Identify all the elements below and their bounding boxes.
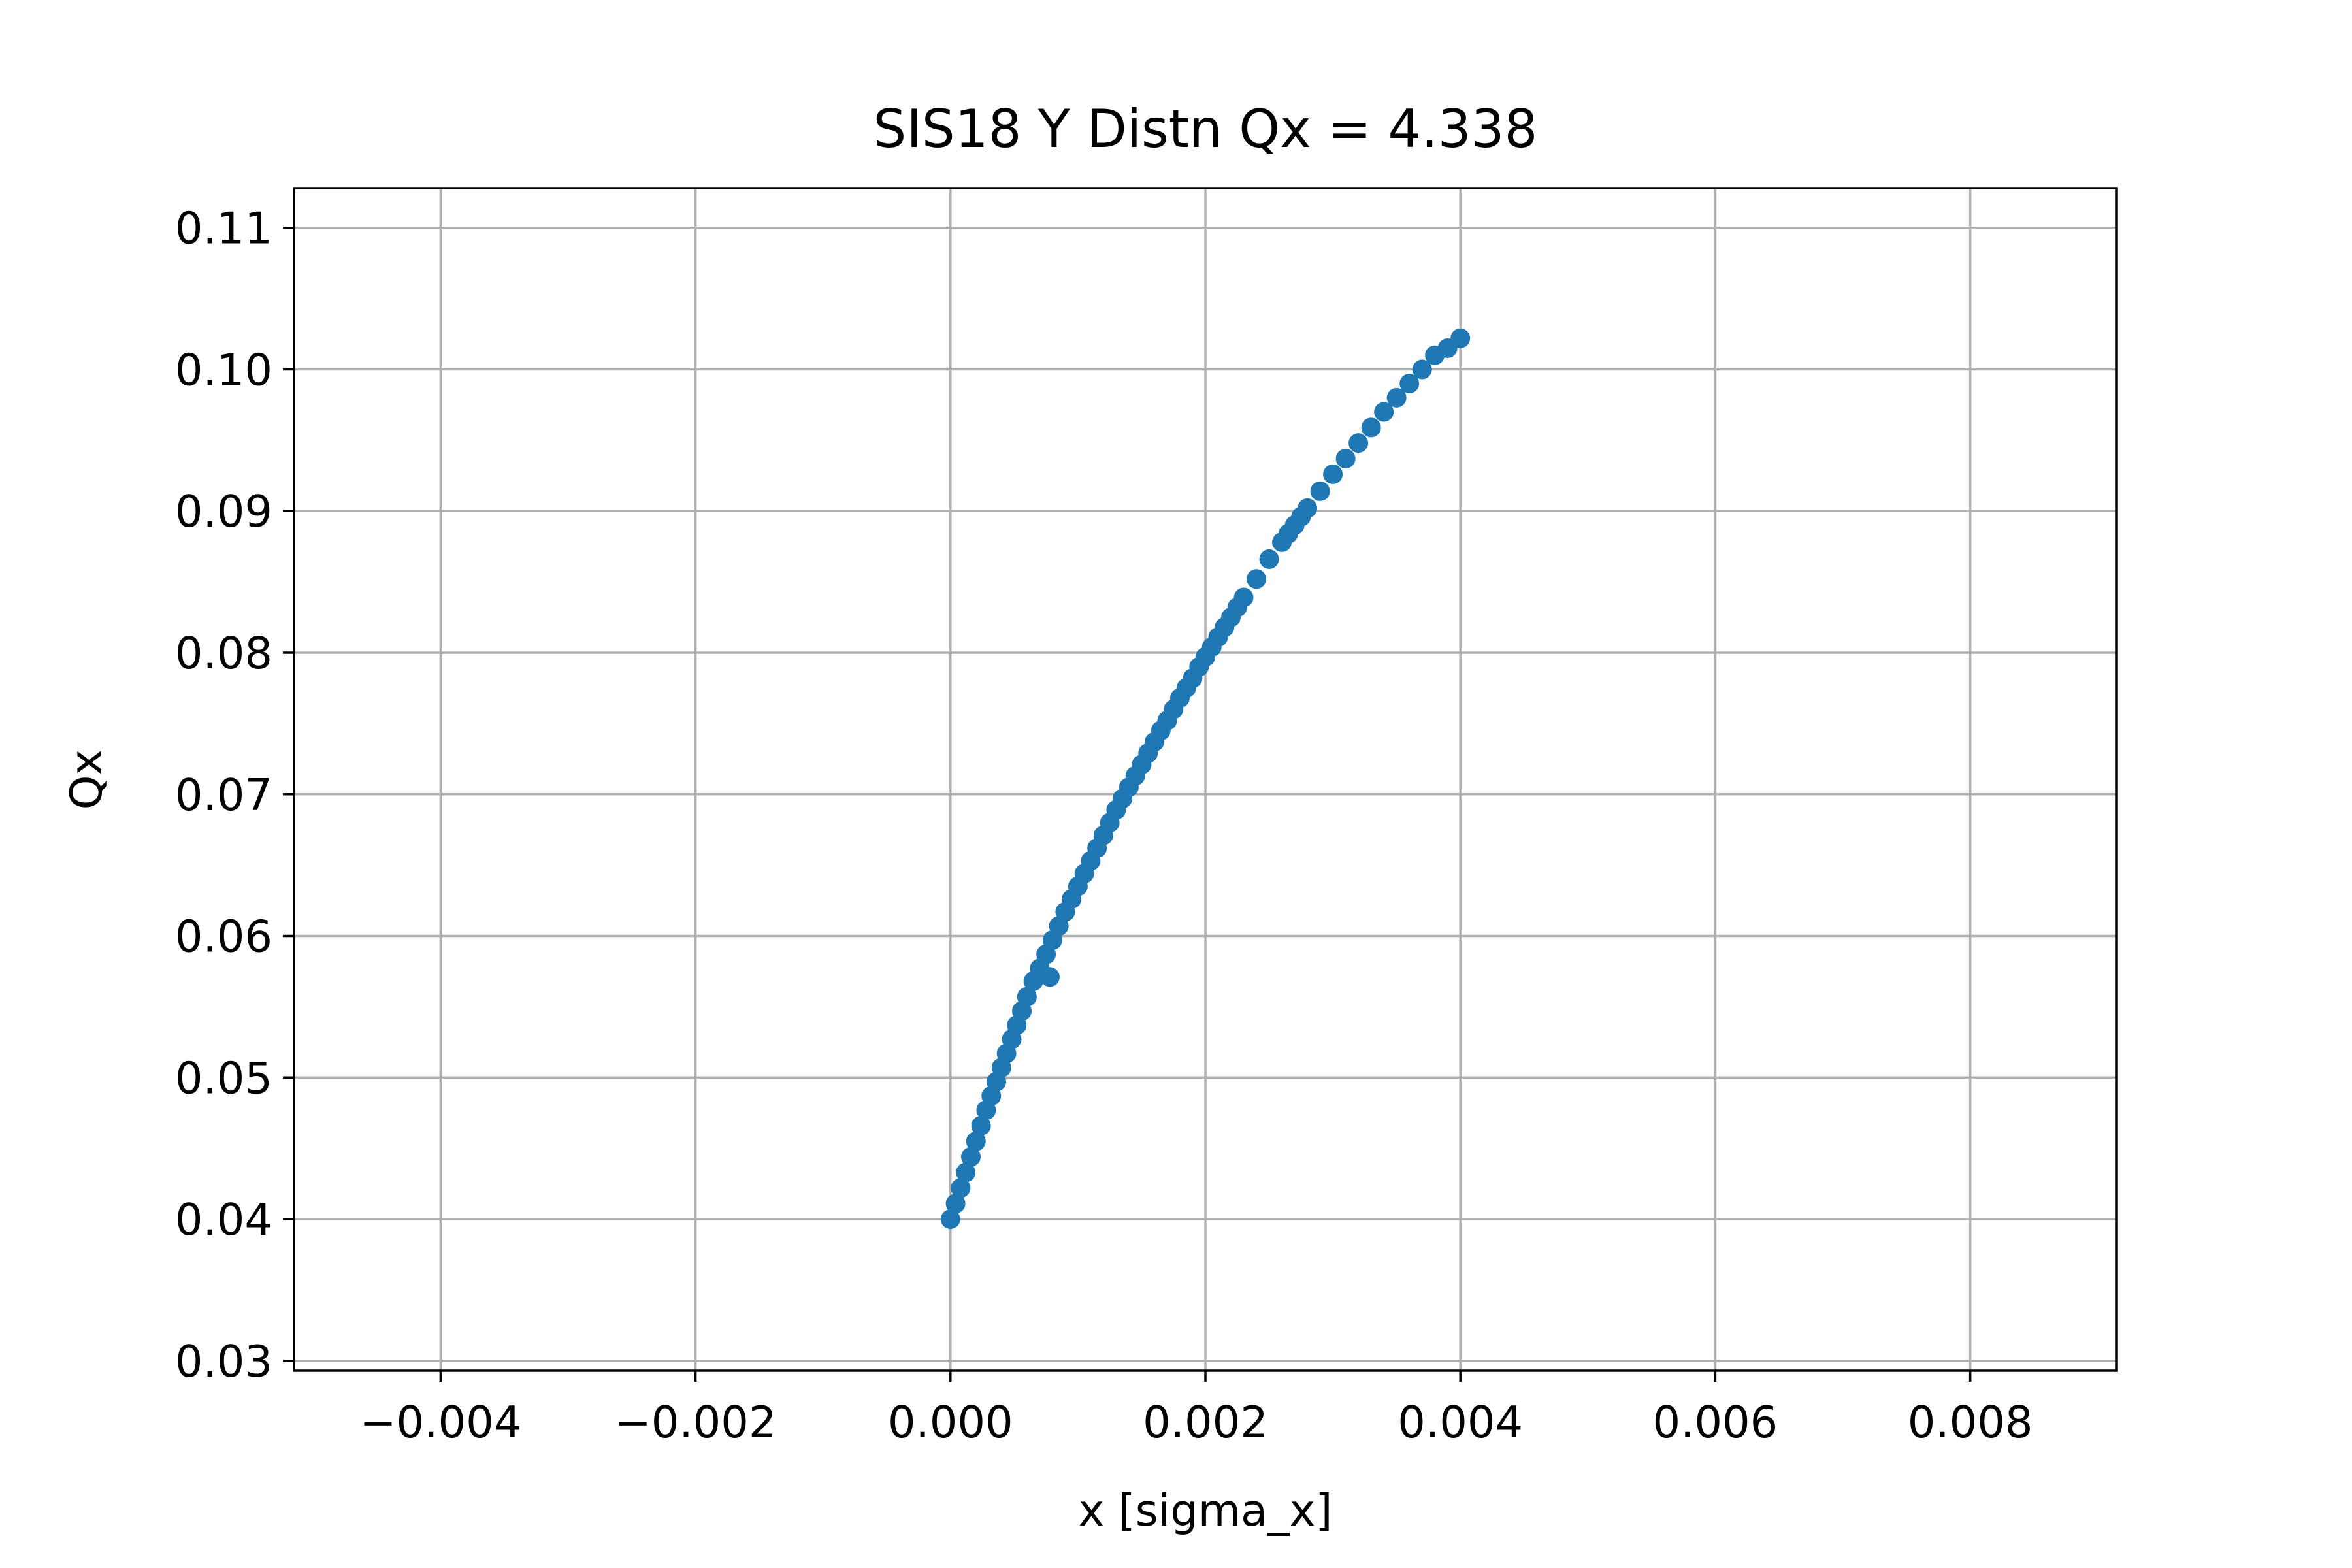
y-tick-label: 0.10 (175, 344, 272, 395)
data-point (956, 1162, 976, 1183)
x-tick-label: 0.006 (1653, 1397, 1778, 1448)
data-point (1399, 374, 1420, 394)
y-axis-ticks: 0.03 0.04 0.05 0.06 0.07 0.08 0.09 0.10 0.11 (175, 203, 294, 1387)
y-tick-label: 0.06 (175, 911, 272, 962)
data-point (1323, 464, 1343, 484)
data-point (1412, 359, 1432, 380)
data-point (1017, 987, 1037, 1007)
x-tick-label: 0.004 (1397, 1397, 1523, 1448)
data-point (951, 1178, 971, 1198)
y-tick-label: 0.04 (175, 1194, 272, 1245)
y-tick-label: 0.03 (175, 1336, 272, 1387)
data-point (961, 1147, 981, 1167)
x-tick-label: 0.008 (1908, 1397, 2033, 1448)
scatter-points (940, 328, 1471, 1230)
chart-title: SIS18 Y Distn Qx = 4.338 (874, 99, 1538, 159)
data-point (1361, 417, 1381, 438)
x-tick-label: −0.002 (615, 1397, 777, 1448)
y-tick-label: 0.09 (175, 486, 272, 537)
x-tick-label: −0.004 (359, 1397, 521, 1448)
y-axis-label: Qx (61, 749, 112, 809)
x-axis-label: x [sigma_x] (1079, 1485, 1333, 1536)
data-point (971, 1115, 991, 1135)
data-point (1310, 481, 1330, 501)
data-point (1386, 387, 1407, 408)
data-point (1233, 587, 1254, 608)
y-tick-label: 0.08 (175, 628, 272, 679)
data-point (1298, 498, 1318, 518)
x-tick-label: 0.002 (1143, 1397, 1268, 1448)
data-point (945, 1194, 966, 1214)
data-point (966, 1131, 986, 1151)
y-tick-label: 0.07 (175, 770, 272, 821)
data-point (1374, 402, 1394, 422)
data-point (1335, 449, 1356, 469)
data-point (1039, 967, 1060, 987)
data-point (1348, 433, 1369, 453)
data-point (940, 1209, 960, 1230)
y-tick-label: 0.05 (175, 1053, 272, 1103)
x-axis-ticks: −0.004 −0.002 0.000 0.002 0.004 0.006 0.008 (359, 1371, 2033, 1448)
data-point (1450, 328, 1471, 348)
y-tick-label: 0.11 (175, 203, 272, 254)
data-point (1247, 569, 1267, 589)
x-tick-label: 0.000 (888, 1397, 1013, 1448)
data-point (1259, 549, 1279, 569)
